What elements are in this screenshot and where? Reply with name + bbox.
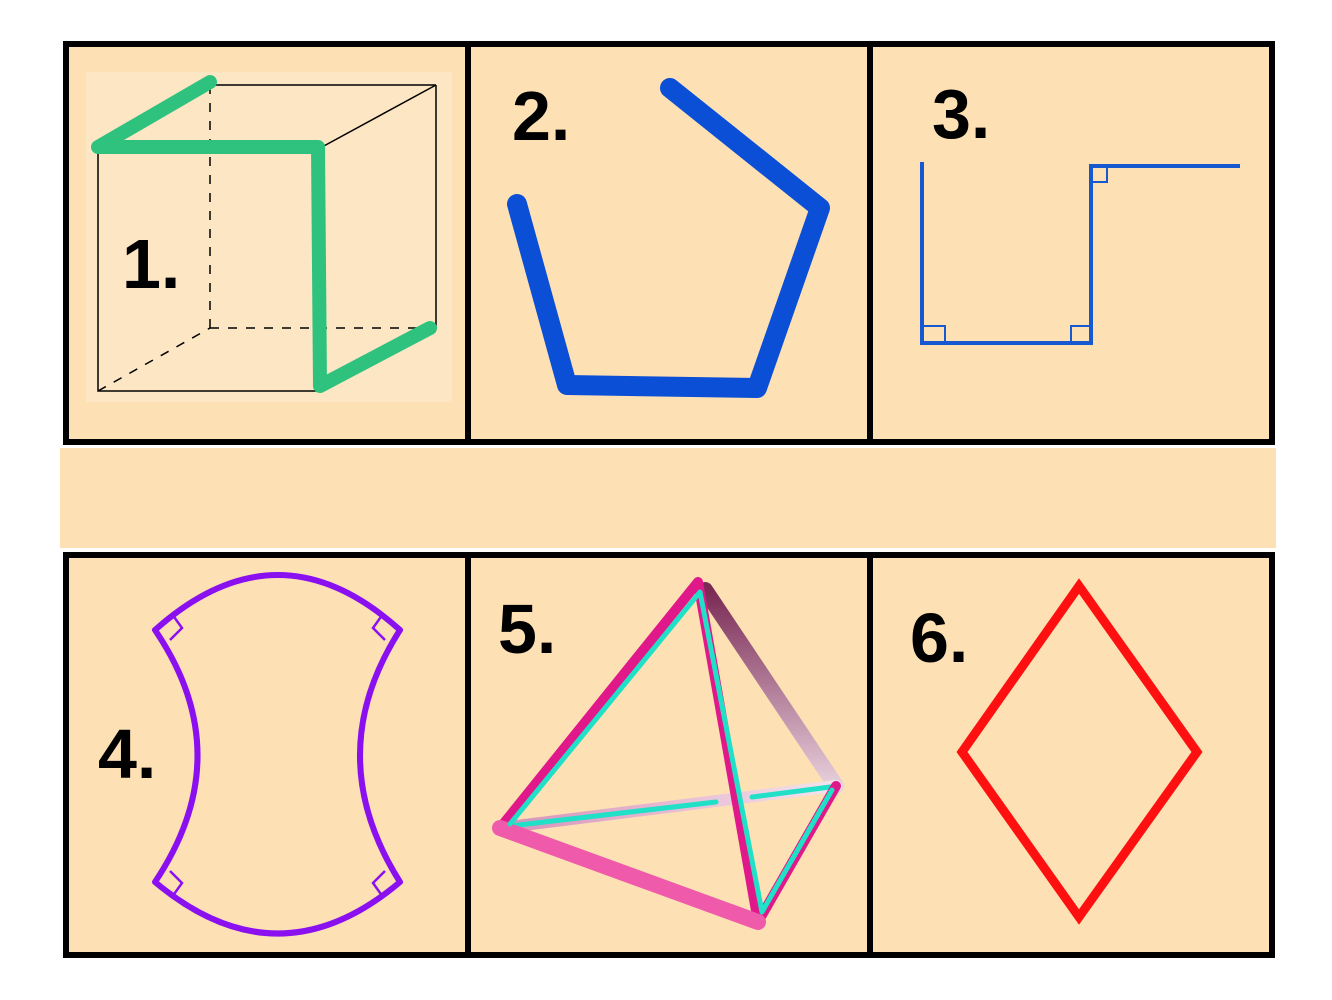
cell-3: 3.	[920, 75, 1240, 345]
figure-5-back-edge	[697, 582, 844, 794]
figure-3-path	[920, 162, 1240, 345]
cell-6-label: 6.	[910, 599, 968, 677]
corner-marks	[162, 612, 393, 899]
cell-6: 6.	[910, 578, 1203, 925]
grid-lines	[63, 41, 1275, 958]
cell-3-label: 3.	[932, 75, 990, 153]
cell-1: 1.	[86, 72, 452, 402]
figure-1-path	[91, 75, 437, 393]
cell-4-label: 4.	[98, 715, 156, 793]
figure-5-base-back-inner-2	[749, 784, 833, 800]
cell-4: 4.	[98, 572, 403, 937]
figure-5-base-front	[492, 820, 766, 930]
figure-2-path	[507, 78, 830, 398]
cell-2: 2.	[507, 77, 830, 398]
cell-5: 5.	[492, 577, 844, 930]
figure-5-front-inner	[507, 589, 835, 915]
cell-1-label: 1.	[122, 225, 180, 303]
cell-5-label: 5.	[498, 590, 556, 668]
middle-band	[60, 448, 1276, 548]
cell-2-label: 2.	[512, 77, 570, 155]
figure-4-shape	[152, 572, 403, 937]
figure-5-base-back-inner	[507, 799, 719, 829]
right-angle-marks	[922, 166, 1108, 343]
figure-6-rhombus	[956, 578, 1203, 925]
